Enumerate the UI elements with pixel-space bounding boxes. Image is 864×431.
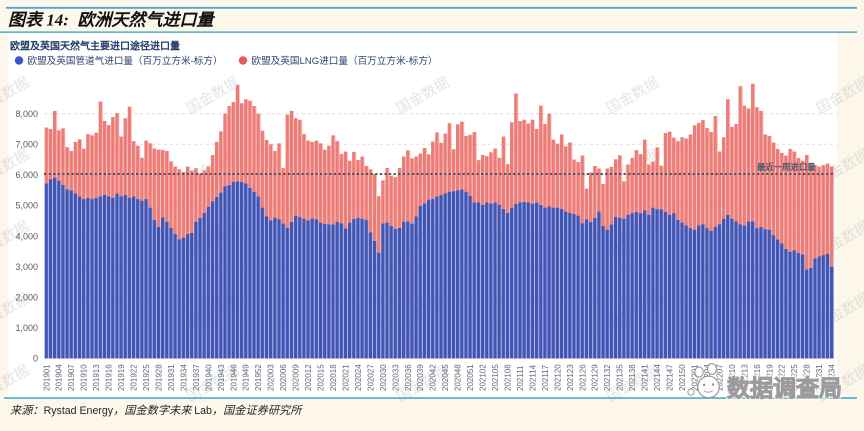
svg-text:201913: 201913 <box>92 364 101 391</box>
svg-text:数据调查局: 数据调查局 <box>727 375 842 401</box>
svg-text:202144: 202144 <box>653 364 662 391</box>
svg-text:8,000: 8,000 <box>15 109 38 119</box>
svg-text:202036: 202036 <box>404 364 413 391</box>
svg-text:202024: 202024 <box>354 364 363 391</box>
svg-text:202108: 202108 <box>503 364 512 391</box>
svg-text:202027: 202027 <box>366 364 375 391</box>
svg-text:202006: 202006 <box>279 364 288 391</box>
svg-text:2,000: 2,000 <box>15 293 38 303</box>
svg-text:202117: 202117 <box>541 364 550 391</box>
svg-text:202138: 202138 <box>628 364 637 391</box>
svg-text:202039: 202039 <box>416 364 425 391</box>
svg-text:202102: 202102 <box>479 364 488 391</box>
svg-text:202015: 202015 <box>317 364 326 391</box>
svg-text:201934: 201934 <box>179 364 188 391</box>
svg-text:6,000: 6,000 <box>15 170 38 180</box>
svg-text:图表 14: 欧洲天然气进口量: 图表 14: 欧洲天然气进口量 <box>8 11 215 30</box>
svg-text:201901: 201901 <box>42 364 51 391</box>
svg-text:202045: 202045 <box>441 364 450 391</box>
svg-text:202123: 202123 <box>566 364 575 391</box>
svg-text:202129: 202129 <box>591 364 600 391</box>
svg-text:202009: 202009 <box>292 364 301 391</box>
svg-text:3,000: 3,000 <box>15 262 38 272</box>
svg-text:202126: 202126 <box>578 364 587 391</box>
svg-text:201949: 201949 <box>242 364 251 391</box>
svg-text:202150: 202150 <box>678 364 687 391</box>
svg-text:201937: 201937 <box>192 364 201 391</box>
svg-text:201952: 201952 <box>254 364 263 391</box>
svg-text:202141: 202141 <box>641 364 650 391</box>
svg-text:来源：Rystad Energy，国金数字未来 Lab，国金: 来源：Rystad Energy，国金数字未来 Lab，国金证券研究所 <box>10 404 303 417</box>
svg-text:202042: 202042 <box>429 364 438 391</box>
svg-text:欧盟及英国天然气主要进口途径进口量: 欧盟及英国天然气主要进口途径进口量 <box>10 40 180 53</box>
svg-text:最近一周进口量: 最近一周进口量 <box>757 162 816 172</box>
svg-text:202105: 202105 <box>491 364 500 391</box>
svg-text:202147: 202147 <box>666 364 675 391</box>
svg-text:201916: 201916 <box>105 364 114 391</box>
svg-text:7,000: 7,000 <box>15 140 38 150</box>
svg-text:202114: 202114 <box>528 364 537 391</box>
svg-text:201919: 201919 <box>117 364 126 391</box>
svg-text:201907: 201907 <box>67 364 76 391</box>
svg-text:202018: 202018 <box>329 364 338 391</box>
svg-text:201910: 201910 <box>80 364 89 391</box>
svg-text:202003: 202003 <box>267 364 276 391</box>
svg-text:201928: 201928 <box>154 364 163 391</box>
svg-text:202132: 202132 <box>603 364 612 391</box>
svg-text:201904: 201904 <box>55 364 64 391</box>
svg-text:0: 0 <box>33 354 38 364</box>
svg-text:欧盟及英国管道气进口量（百万立方米-标方）: 欧盟及英国管道气进口量（百万立方米-标方） <box>28 55 223 67</box>
svg-text:202033: 202033 <box>391 364 400 391</box>
svg-text:201943: 201943 <box>217 364 226 391</box>
svg-text:202012: 202012 <box>304 364 313 391</box>
svg-text:202111: 202111 <box>516 365 525 391</box>
svg-text:202051: 202051 <box>466 364 475 391</box>
svg-text:202048: 202048 <box>454 364 463 391</box>
svg-text:202021: 202021 <box>341 364 350 391</box>
svg-text:201931: 201931 <box>167 364 176 391</box>
svg-text:202120: 202120 <box>553 364 562 391</box>
svg-text:1,000: 1,000 <box>15 323 38 333</box>
svg-text:欧盟及英国LNG进口量（百万立方米-标方）: 欧盟及英国LNG进口量（百万立方米-标方） <box>252 55 438 67</box>
svg-text:202135: 202135 <box>616 364 625 391</box>
svg-text:5,000: 5,000 <box>15 201 38 211</box>
svg-text:202030: 202030 <box>379 364 388 391</box>
svg-text:4,000: 4,000 <box>15 231 38 241</box>
svg-text:201922: 201922 <box>130 364 139 391</box>
svg-text:201946: 201946 <box>229 364 238 391</box>
svg-text:201925: 201925 <box>142 364 151 391</box>
svg-text:201940: 201940 <box>204 364 213 391</box>
